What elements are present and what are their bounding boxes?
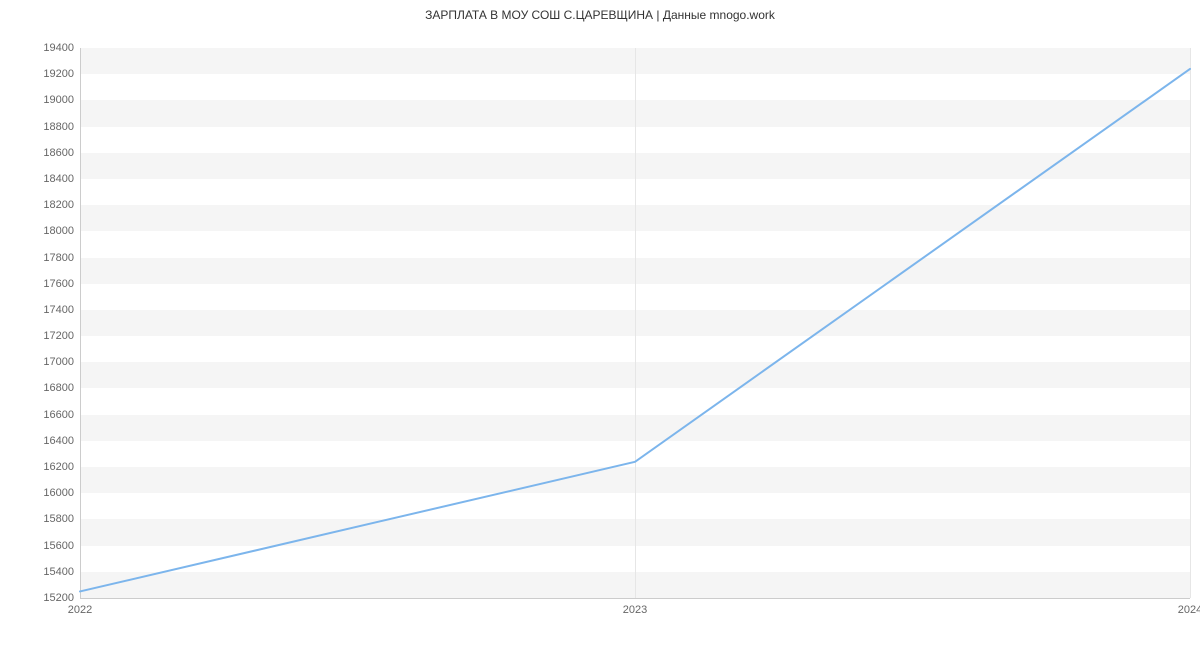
x-axis-line (80, 598, 1190, 599)
plot-area: 1520015400156001580016000162001640016600… (80, 48, 1190, 598)
y-tick-label: 19400 (43, 42, 74, 54)
y-tick-label: 17600 (43, 278, 74, 290)
y-tick-label: 16000 (43, 487, 74, 499)
x-tick-label: 2022 (68, 604, 92, 616)
y-tick-label: 19200 (43, 68, 74, 80)
y-tick-label: 18400 (43, 173, 74, 185)
x-tick-label: 2023 (623, 604, 647, 616)
salary-chart: ЗАРПЛАТА В МОУ СОШ С.ЦАРЕВЩИНА | Данные … (0, 0, 1200, 650)
chart-title: ЗАРПЛАТА В МОУ СОШ С.ЦАРЕВЩИНА | Данные … (0, 0, 1200, 22)
y-tick-label: 18000 (43, 225, 74, 237)
y-tick-label: 15200 (43, 592, 74, 604)
y-tick-label: 16600 (43, 409, 74, 421)
x-grid-line (1190, 48, 1191, 598)
y-tick-label: 17000 (43, 356, 74, 368)
y-tick-label: 16200 (43, 461, 74, 473)
x-tick-label: 2024 (1178, 604, 1200, 616)
y-tick-label: 15400 (43, 566, 74, 578)
y-tick-label: 19000 (43, 94, 74, 106)
y-tick-label: 15800 (43, 513, 74, 525)
y-tick-label: 18600 (43, 147, 74, 159)
y-tick-label: 17200 (43, 330, 74, 342)
y-tick-label: 18200 (43, 199, 74, 211)
series-line (80, 48, 1190, 598)
y-tick-label: 16400 (43, 435, 74, 447)
y-tick-label: 17400 (43, 304, 74, 316)
y-tick-label: 18800 (43, 121, 74, 133)
y-tick-label: 15600 (43, 540, 74, 552)
y-tick-label: 16800 (43, 382, 74, 394)
y-tick-label: 17800 (43, 252, 74, 264)
